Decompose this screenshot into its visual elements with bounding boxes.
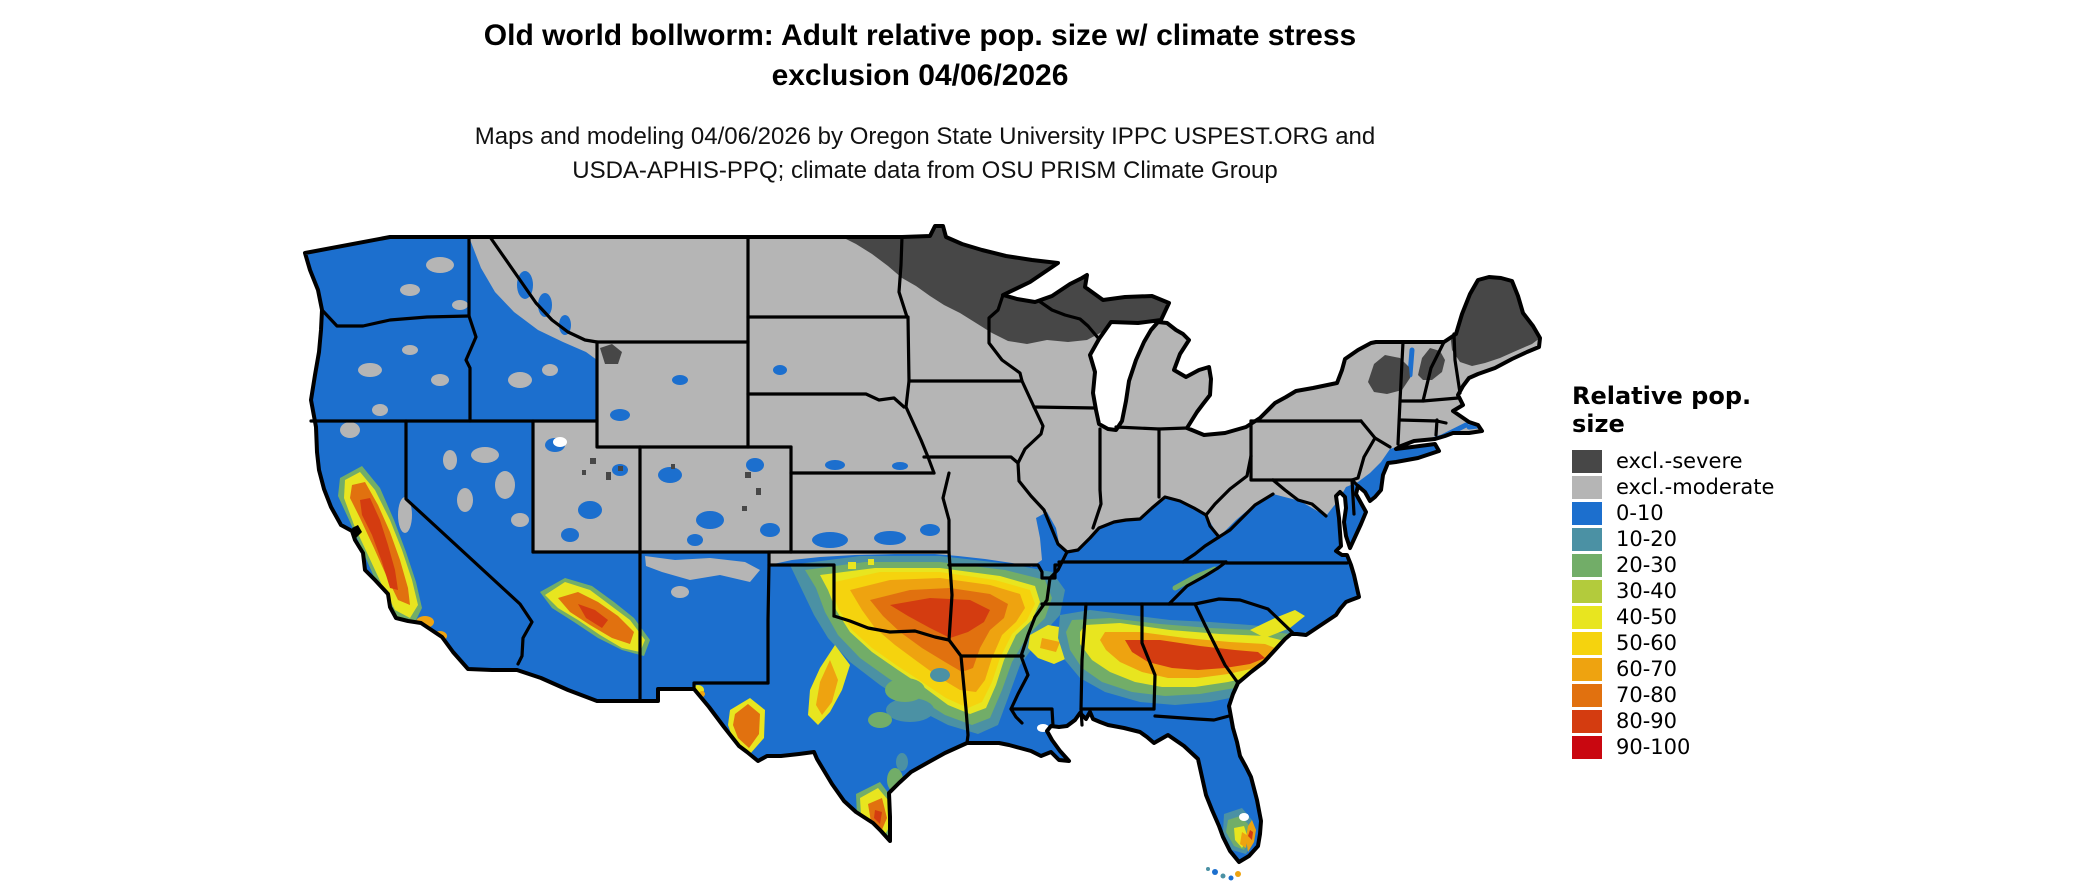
legend-swatch xyxy=(1572,657,1602,681)
legend-swatch xyxy=(1572,605,1602,629)
us-map-svg xyxy=(303,224,1542,881)
region-tn-valley-green xyxy=(1172,566,1218,591)
legend-swatch xyxy=(1572,735,1602,759)
legend-swatch xyxy=(1572,579,1602,603)
legend-item-label: 40-50 xyxy=(1616,605,1678,629)
map-subtitle: Maps and modeling 04/06/2026 by Oregon S… xyxy=(0,120,1850,188)
legend-swatch xyxy=(1572,553,1602,577)
legend-item-label: 30-40 xyxy=(1616,579,1678,603)
us-map xyxy=(290,220,1550,892)
legend-swatch xyxy=(1572,631,1602,655)
legend-swatch xyxy=(1572,475,1602,499)
region-moderate-patches xyxy=(340,257,760,598)
map-title: Old world bollworm: Adult relative pop. … xyxy=(0,16,1840,96)
legend-item: 30-40 xyxy=(1572,578,1812,604)
san-francisco-bay xyxy=(352,525,362,538)
legend-item-label: excl.-moderate xyxy=(1616,475,1775,499)
region-arizona-band xyxy=(540,578,650,656)
great-salt-lake xyxy=(553,437,567,447)
region-west-texas xyxy=(692,685,765,754)
legend-rows: excl.-severe excl.-moderate 0-10 10-20 2… xyxy=(1572,448,1812,760)
legend-item-label: 70-80 xyxy=(1616,683,1678,707)
map-legend: Relative pop. size excl.-severe excl.-mo… xyxy=(1572,382,1812,760)
florida-keys xyxy=(1206,867,1241,881)
region-warm-band-plains xyxy=(790,556,1065,734)
legend-item: 70-80 xyxy=(1572,682,1812,708)
legend-item: 0-10 xyxy=(1572,500,1812,526)
legend-item: 80-90 xyxy=(1572,708,1812,734)
region-texas-transition xyxy=(868,668,950,792)
state-borders xyxy=(309,235,1462,745)
legend-swatch xyxy=(1572,527,1602,551)
map-title-line1: Old world bollworm: Adult relative pop. … xyxy=(483,19,1357,52)
legend-item-label: 0-10 xyxy=(1616,501,1664,525)
legend-item: excl.-moderate xyxy=(1572,474,1812,500)
map-title-line2: exclusion 04/06/2026 xyxy=(771,59,1069,92)
lake-okeechobee xyxy=(1239,813,1249,821)
legend-item: 90-100 xyxy=(1572,734,1812,760)
legend-item-label: 10-20 xyxy=(1616,527,1678,551)
legend-item-label: 90-100 xyxy=(1616,735,1691,759)
legend-item-label: 50-60 xyxy=(1616,631,1678,655)
legend-swatch xyxy=(1572,709,1602,733)
legend-item: 10-20 xyxy=(1572,526,1812,552)
legend-item-label: 60-70 xyxy=(1616,657,1678,681)
region-warm-band-southeast xyxy=(1058,604,1350,705)
map-subtitle-line2: USDA-APHIS-PPQ; climate data from OSU PR… xyxy=(572,157,1278,184)
legend-title: Relative pop. size xyxy=(1572,382,1752,438)
legend-item: 20-30 xyxy=(1572,552,1812,578)
legend-item-label: 20-30 xyxy=(1616,553,1678,577)
nation-outline xyxy=(303,224,1542,864)
legend-swatch xyxy=(1572,501,1602,525)
legend-item-label: excl.-severe xyxy=(1616,449,1743,473)
legend-item-label: 80-90 xyxy=(1616,709,1678,733)
legend-item: 50-60 xyxy=(1572,630,1812,656)
legend-swatch xyxy=(1572,449,1602,473)
legend-item: 40-50 xyxy=(1572,604,1812,630)
legend-item: excl.-severe xyxy=(1572,448,1812,474)
map-subtitle-line1: Maps and modeling 04/06/2026 by Oregon S… xyxy=(474,123,1376,150)
legend-swatch xyxy=(1572,683,1602,707)
legend-item: 60-70 xyxy=(1572,656,1812,682)
